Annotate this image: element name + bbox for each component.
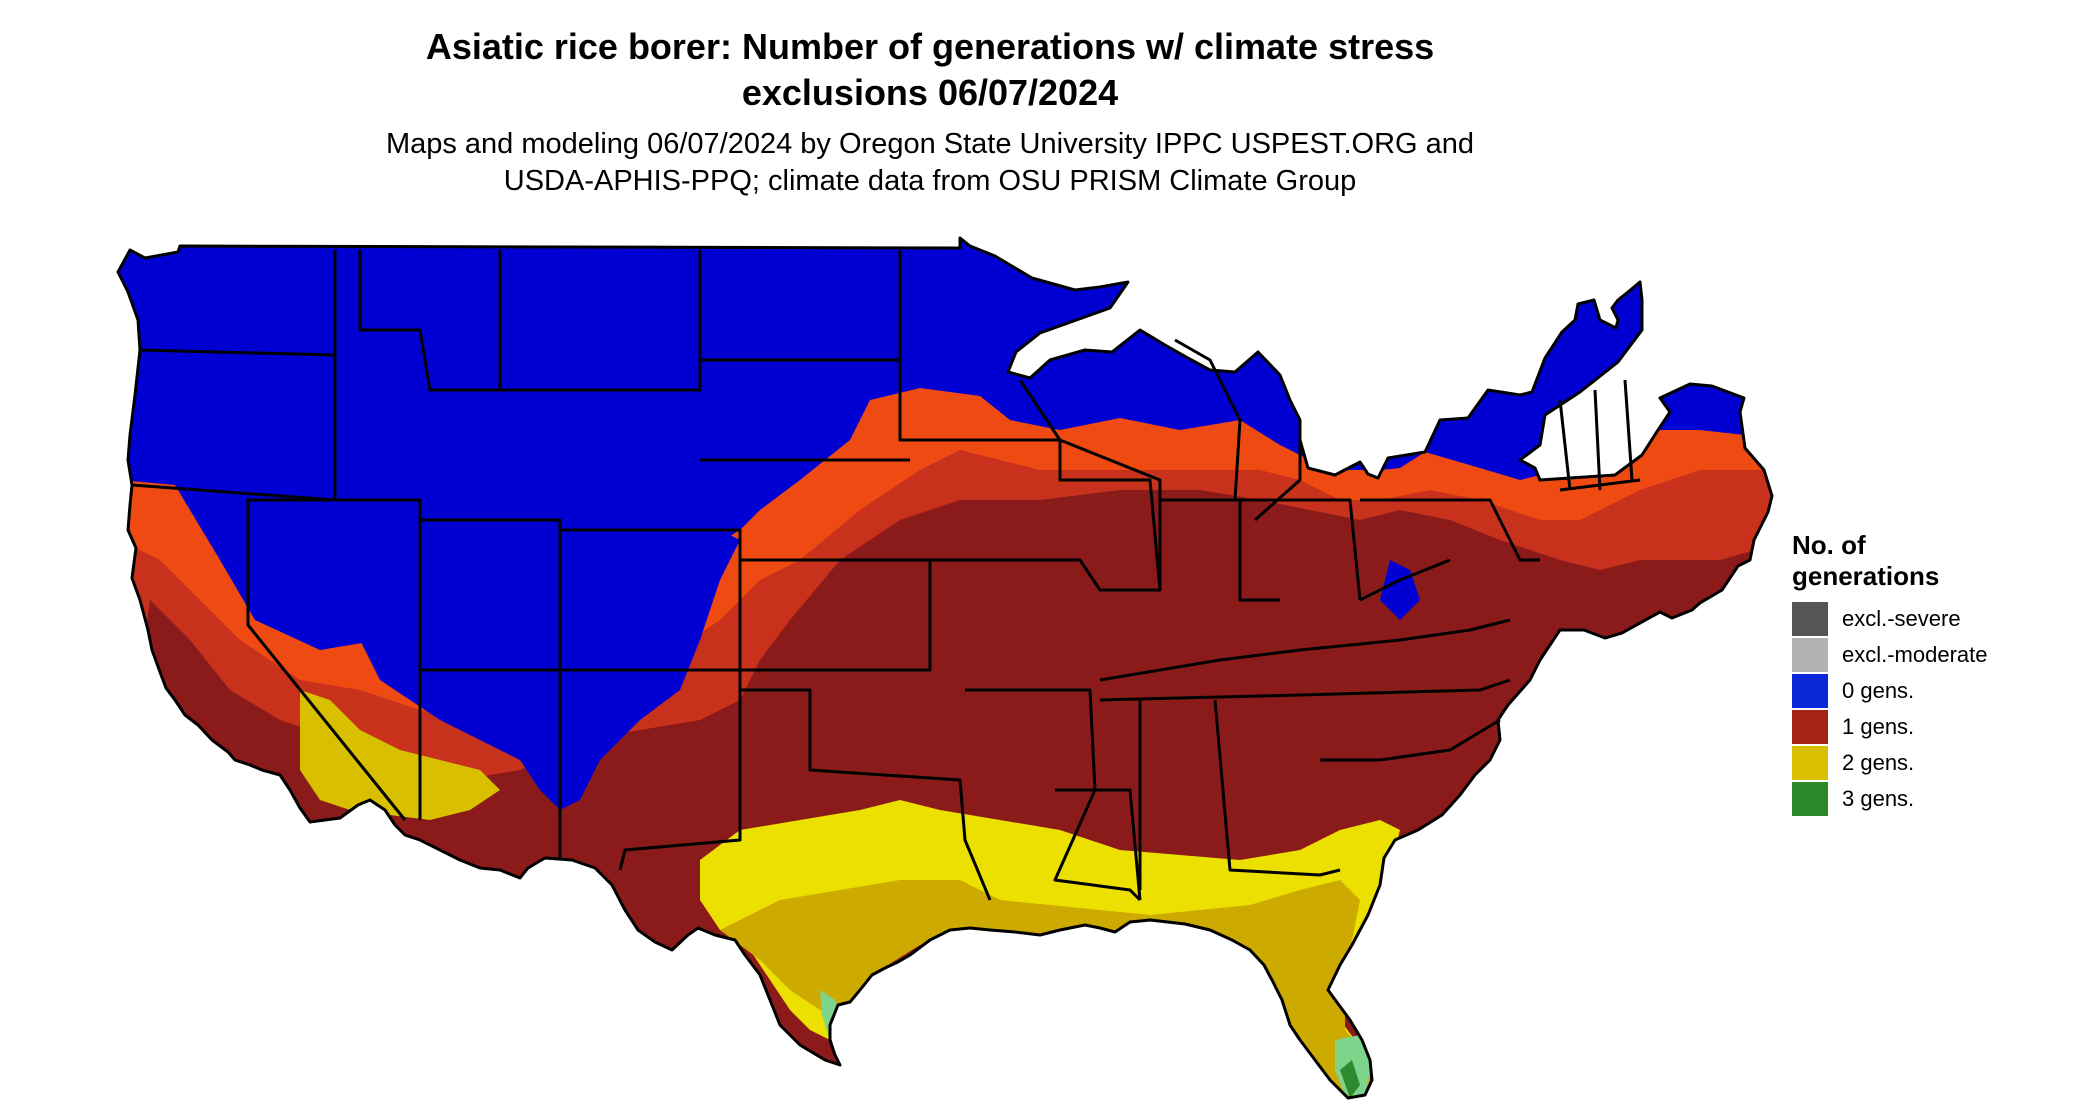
subtitle-line-1: Maps and modeling 06/07/2024 by Oregon S… [385, 128, 1475, 160]
legend-item-excl-moderate: excl.-moderate [1792, 637, 2032, 673]
legend-item-excl-severe: excl.-severe [1792, 601, 2032, 637]
zone-three-gens-florida-dark [1340, 1060, 1360, 1098]
legend-label: excl.-moderate [1842, 642, 1988, 667]
border-mn-ia-mo [898, 360, 1162, 592]
legend-label: 3 gens. [1842, 786, 1915, 811]
border-id-mt-wy [358, 250, 702, 392]
legend-item-0-gens: 0 gens. [1792, 673, 2032, 709]
zone-zero-gens-southwest [360, 520, 740, 810]
border-ar-la-ms [965, 688, 1142, 902]
legend-label: 0 gens. [1842, 678, 1915, 703]
state-borders [116, 236, 1774, 1100]
title-line-2: exclusions 06/07/2024 [741, 72, 1119, 113]
legend-item-1-gens: 1 gens. [1792, 709, 2032, 745]
border-michigan [1174, 338, 1302, 522]
legend-item-3-gens: 3 gens. [1792, 781, 2032, 817]
border-ga-al-sc [1138, 699, 1380, 890]
border-ok-tx [740, 688, 992, 901]
border-northeast [1359, 379, 1641, 602]
legend-swatch [1792, 746, 1828, 780]
legend-title-line-2: generations [1792, 561, 1940, 591]
legend-label: 1 gens. [1842, 714, 1915, 739]
zone-two-gens-dark [720, 880, 1370, 1098]
legend-title: No. of generations [1792, 530, 2032, 592]
zone-two-gens-southwest [300, 690, 500, 820]
legend-item-2-gens: 2 gens. [1792, 745, 2032, 781]
legend-label: 2 gens. [1842, 750, 1915, 775]
legend-swatch [1792, 674, 1828, 708]
legend-label: excl.-severe [1842, 606, 1961, 631]
legend-swatch [1792, 782, 1828, 816]
legend-title-line-1: No. of [1792, 530, 1866, 560]
map-subtitle: Maps and modeling 06/07/2024 by Oregon S… [260, 126, 1600, 200]
border-nv-ut-az [335, 498, 562, 860]
border-wa-or-id [139, 250, 337, 500]
title-line-1: Asiatic rice borer: Number of generation… [425, 26, 1435, 67]
subtitle-line-2: USDA-APHIS-PPQ; climate data from OSU PR… [503, 165, 1357, 197]
legend-swatch [1792, 710, 1828, 744]
map-legend: No. of generations excl.-severe excl.-mo… [1792, 530, 2032, 817]
border-ky-tn-nc [1099, 618, 1511, 762]
map-title: Asiatic rice borer: Number of generation… [260, 24, 1600, 116]
border-co-nm [560, 528, 742, 871]
legend-swatch [1792, 602, 1828, 636]
border-or-ca-nv [131, 483, 407, 821]
legend-swatch [1792, 638, 1828, 672]
zone-two-gens-bright [700, 800, 1400, 1098]
